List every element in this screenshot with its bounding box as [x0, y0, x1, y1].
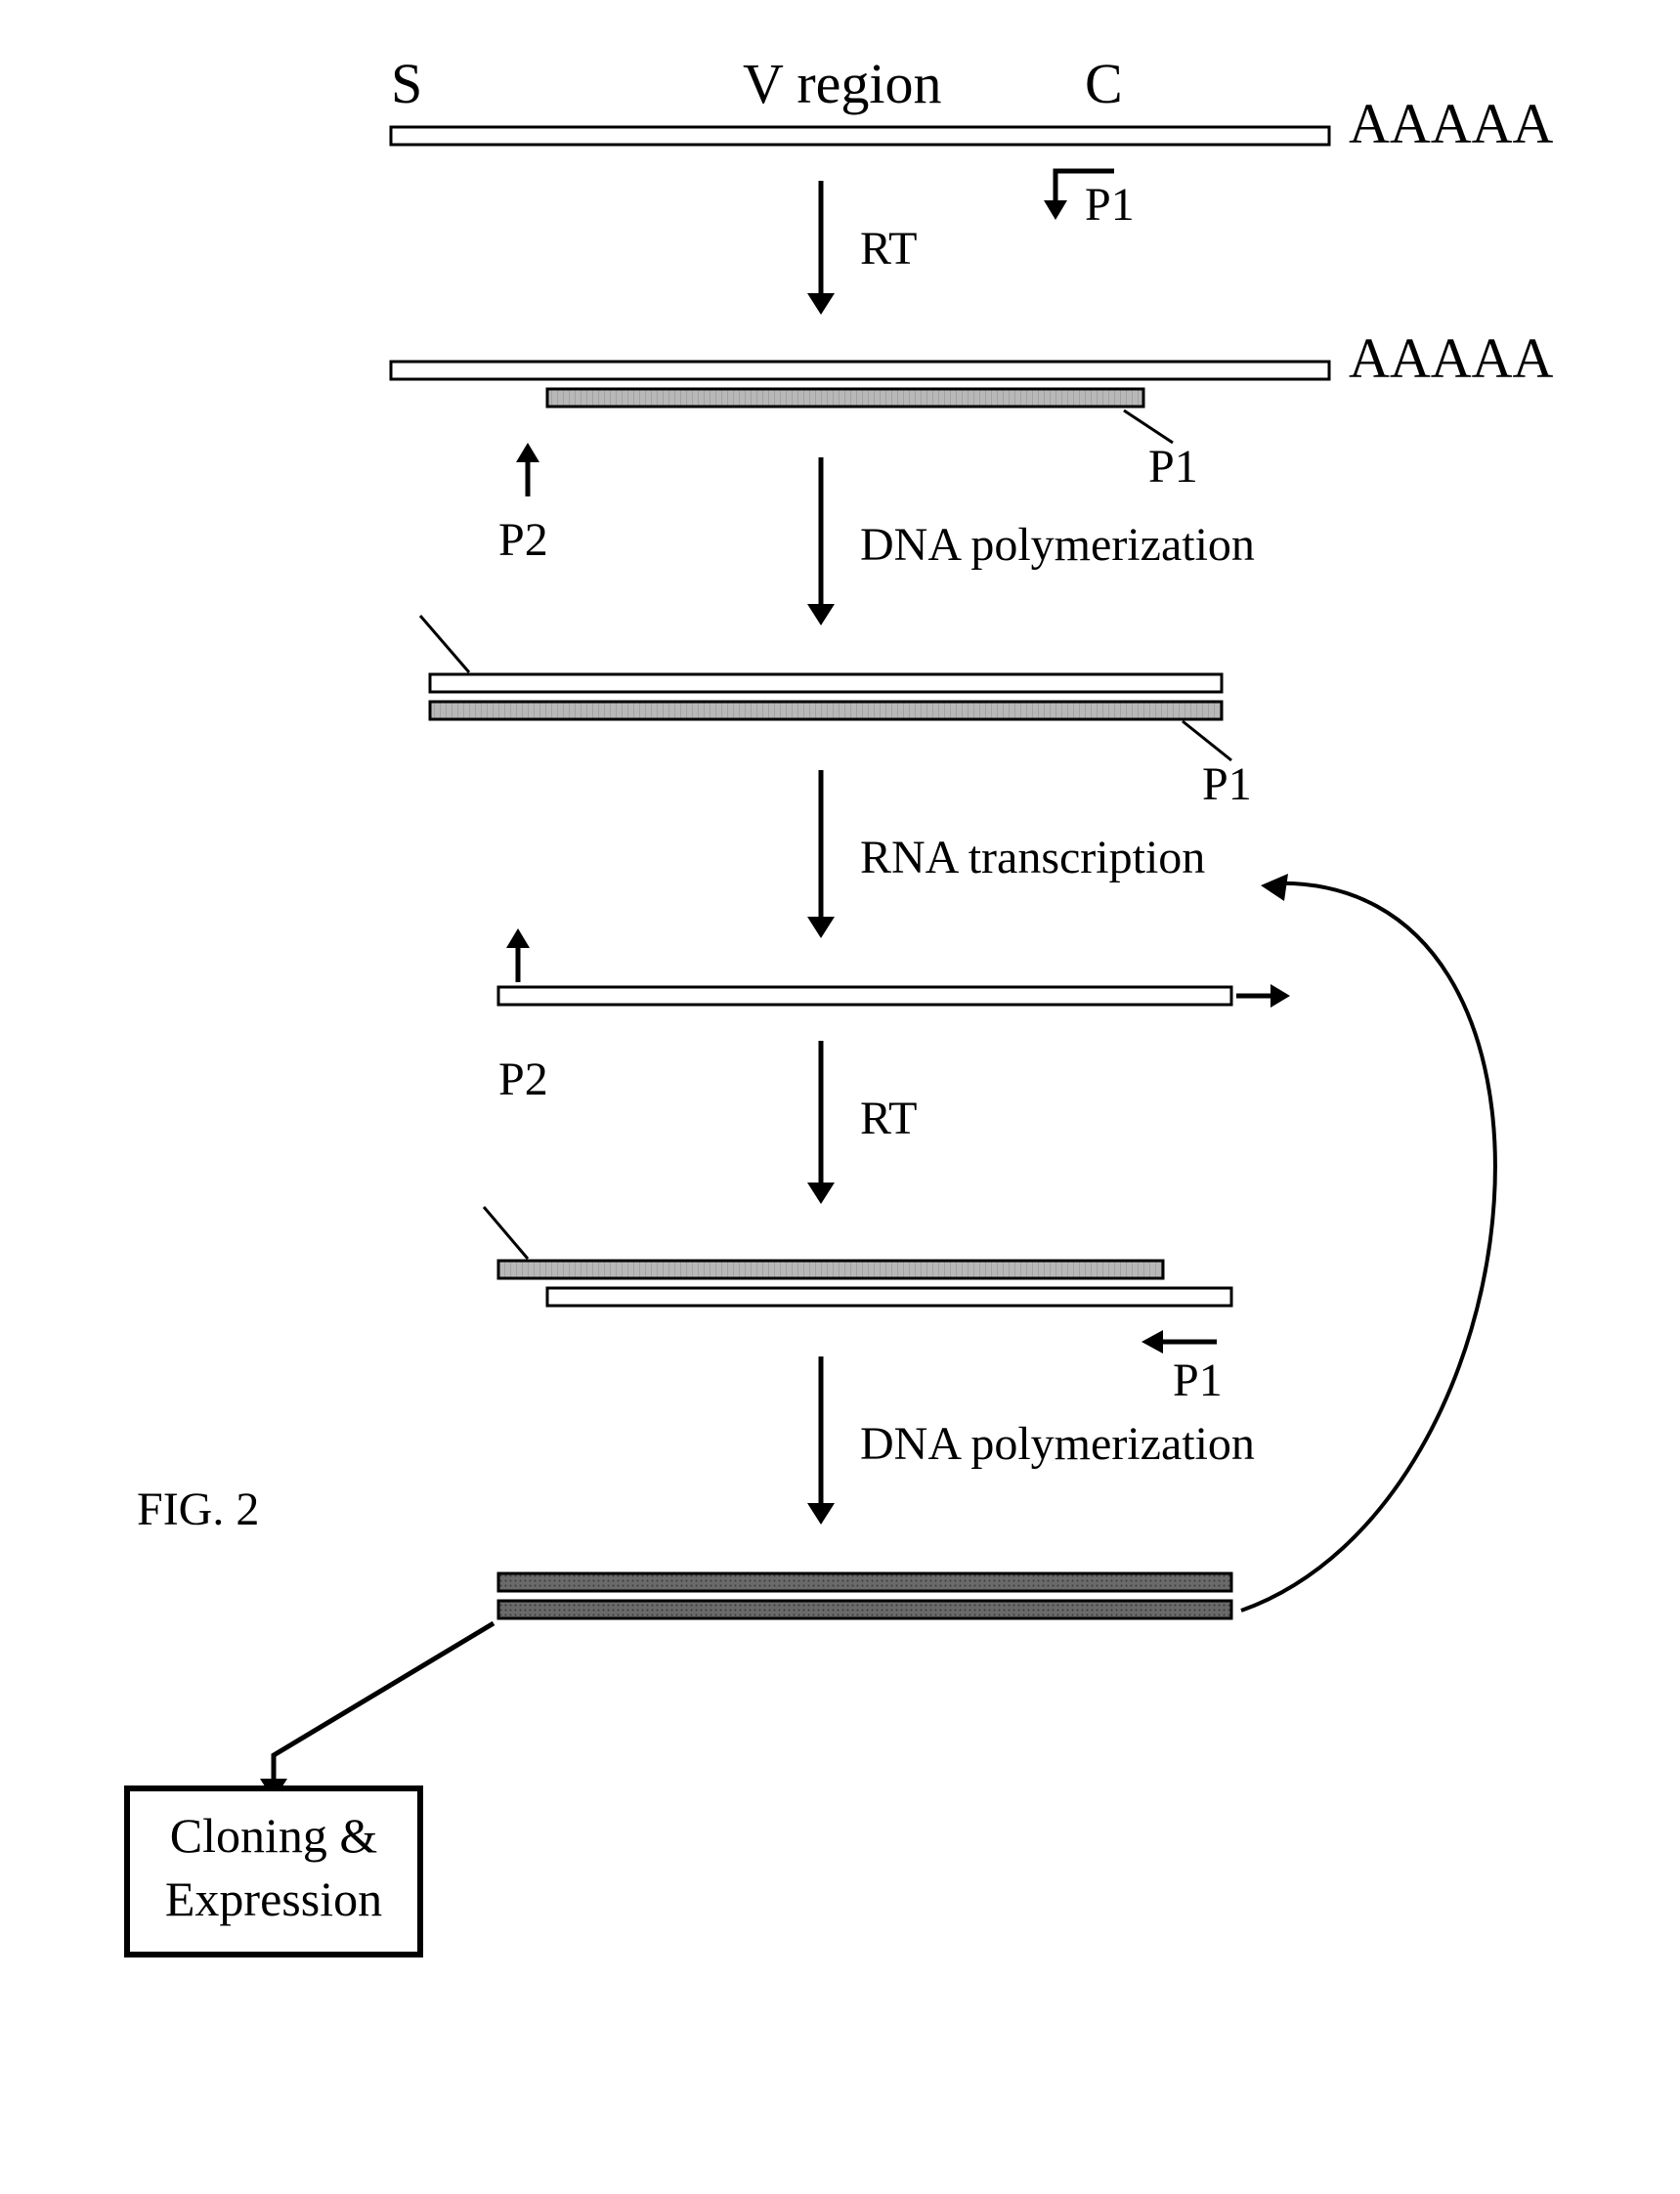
label-AAAAA-2: AAAAA	[1349, 326, 1554, 390]
label-DNApoly-2: DNA polymerization	[860, 1418, 1255, 1470]
label-P1-row1: P1	[1085, 179, 1135, 231]
arrow-rt-1-head	[807, 293, 835, 315]
loop-arrow-head	[1261, 874, 1288, 901]
primer-p2-arrow-1-head	[516, 443, 539, 462]
label-C: C	[1085, 52, 1123, 115]
final-dsdna-bottom	[498, 1601, 1231, 1618]
arrow-dnapoly-2-head	[807, 1503, 835, 1525]
rna-transcript	[498, 987, 1231, 1005]
row5-bottom	[547, 1288, 1231, 1306]
leader-p1-row2	[1124, 410, 1173, 443]
leader-p1-row3	[1183, 721, 1231, 760]
template-strand-2	[391, 362, 1329, 379]
label-P1-row5: P1	[1173, 1355, 1223, 1406]
figure-caption: FIG. 2	[137, 1484, 259, 1535]
arrow-to-box	[274, 1623, 494, 1779]
label-AAAAA-1: AAAAA	[1349, 92, 1554, 155]
arrow-rnatrans-head	[807, 917, 835, 938]
mrna-strand	[391, 127, 1329, 145]
label-Vregion: V region	[743, 52, 942, 115]
dsdna-top	[430, 674, 1222, 692]
arrow-dnapoly-1-head	[807, 604, 835, 625]
leader-p2-row5	[484, 1207, 528, 1259]
label-P1-row3: P1	[1202, 758, 1252, 810]
label-P2-row2: P2	[498, 514, 548, 566]
label-P1-row2: P1	[1148, 441, 1198, 493]
arrow-rt-2-head	[807, 1183, 835, 1204]
primer-p1-arrow-row5-head	[1142, 1330, 1163, 1354]
final-dsdna-top	[498, 1573, 1231, 1591]
dsdna-bottom	[430, 702, 1222, 719]
leader-p2-row3	[420, 616, 469, 672]
rna-5prime-arrow-head	[506, 928, 530, 948]
label-RNAtrans: RNA transcription	[860, 832, 1205, 883]
cdna-strand-2	[547, 389, 1143, 407]
label-DNApoly-1: DNA polymerization	[860, 519, 1255, 571]
rna-3prime-arrow-head	[1271, 984, 1290, 1008]
primer-p1-hook-head	[1044, 200, 1067, 220]
row5-top	[498, 1261, 1163, 1278]
label-S: S	[391, 52, 422, 115]
label-RT-2: RT	[860, 1093, 917, 1144]
label-P2-row4: P2	[498, 1054, 548, 1105]
box-label-1: Cloning &	[170, 1808, 378, 1863]
label-RT-1: RT	[860, 223, 917, 275]
box-label-2: Expression	[165, 1871, 382, 1926]
